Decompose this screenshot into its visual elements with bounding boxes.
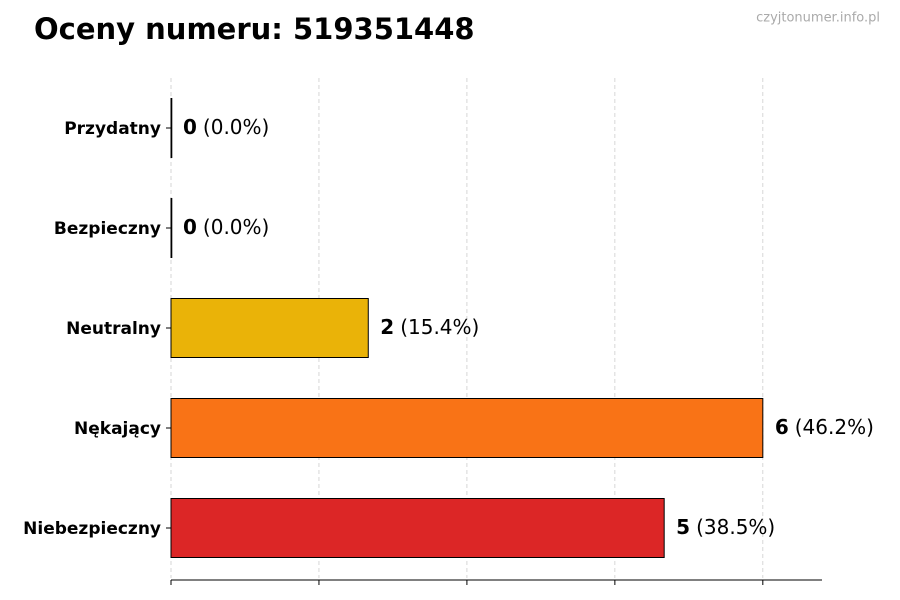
share-label: (0.0%) xyxy=(203,115,269,139)
value-number: 0 xyxy=(183,215,197,239)
y-tick-label: Przydatny xyxy=(64,119,161,139)
share-label: (38.5%) xyxy=(696,515,775,539)
y-tick-label: Niebezpieczny xyxy=(23,519,161,539)
y-tick-label: Bezpieczny xyxy=(54,219,161,239)
value-number: 5 xyxy=(676,515,690,539)
bar xyxy=(170,498,665,558)
watermark: czyjtonumer.info.pl xyxy=(756,11,880,26)
value-label: 5 (38.5%) xyxy=(676,515,775,539)
share-label: (46.2%) xyxy=(795,415,874,439)
value-label: 0 (0.0%) xyxy=(183,115,269,139)
share-label: (15.4%) xyxy=(400,315,479,339)
chart-title: Oceny numeru: 519351448 xyxy=(34,12,475,46)
bar xyxy=(170,298,369,358)
value-number: 0 xyxy=(183,115,197,139)
share-label: (0.0%) xyxy=(203,215,269,239)
bar xyxy=(170,398,764,458)
value-label: 2 (15.4%) xyxy=(380,315,479,339)
bar xyxy=(170,98,173,158)
bar xyxy=(170,198,173,258)
value-number: 2 xyxy=(380,315,394,339)
y-tick-label: Neutralny xyxy=(66,319,161,339)
value-number: 6 xyxy=(775,415,789,439)
value-label: 6 (46.2%) xyxy=(775,415,874,439)
value-label: 0 (0.0%) xyxy=(183,215,269,239)
y-tick-label: Nękający xyxy=(74,419,161,439)
